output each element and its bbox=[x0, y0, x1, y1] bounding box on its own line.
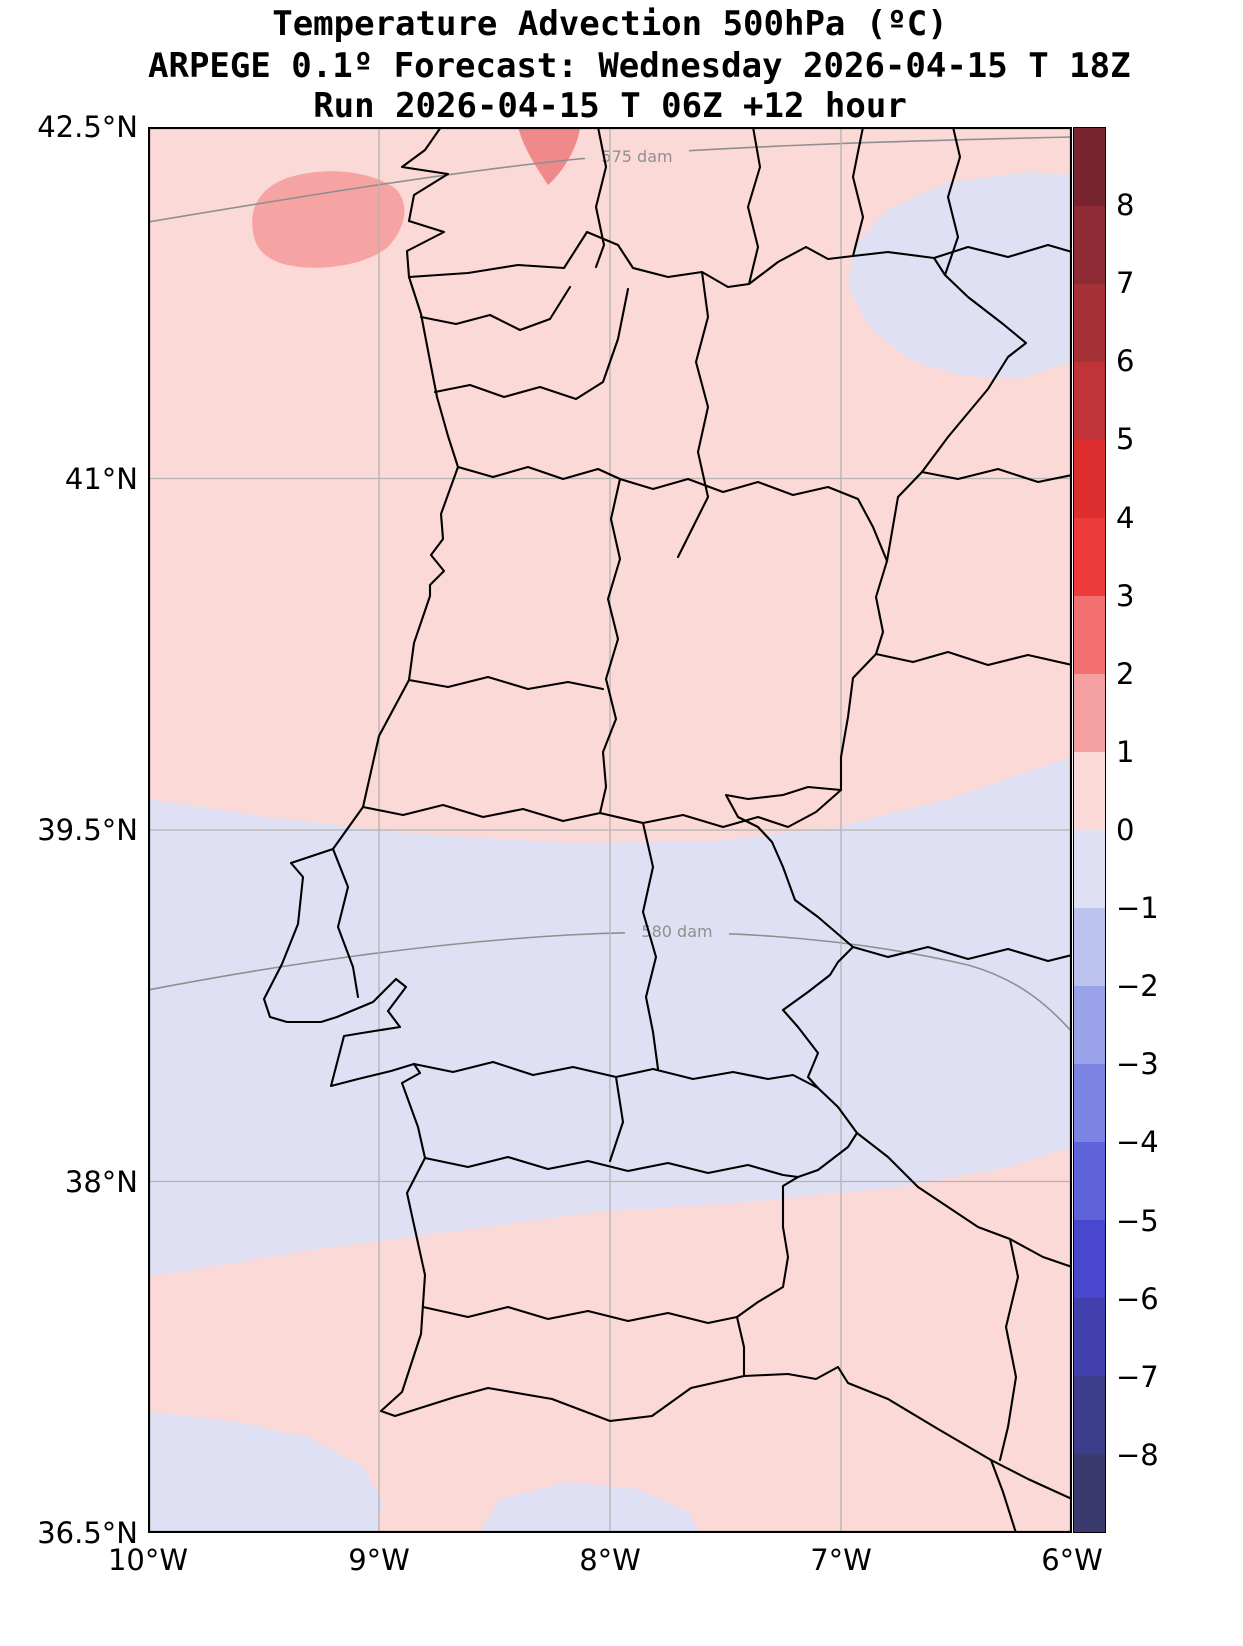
colorbar-tick-label: 0 bbox=[1116, 813, 1135, 847]
advection-region-neg1-0-bottomleft bbox=[148, 1412, 383, 1533]
contour-label-575: 575 dam bbox=[601, 147, 672, 166]
advection-region-neg1-0-bottomcenter bbox=[478, 1482, 700, 1533]
colorbar-segment bbox=[1074, 1454, 1105, 1532]
colorbar-segment bbox=[1074, 752, 1105, 830]
lon-tick-label: 7°W bbox=[810, 1543, 872, 1577]
colorbar-tick-label: −4 bbox=[1116, 1125, 1159, 1160]
colorbar-tick-label: 3 bbox=[1116, 578, 1135, 613]
map-canvas: 575 dam 580 dam bbox=[148, 127, 1072, 1533]
contour-label-backing-580 bbox=[625, 919, 729, 943]
graticule bbox=[148, 127, 1072, 1533]
district-boundaries-portugal bbox=[331, 270, 889, 1325]
colorbar-tick-label: −7 bbox=[1116, 1359, 1159, 1394]
advection-region-1-2-blob bbox=[252, 171, 405, 268]
colorbar-segment bbox=[1074, 440, 1105, 518]
colorbar-tick-label: 2 bbox=[1116, 656, 1135, 691]
chart-subtitle-run: Run 2026-04-15 T 06Z +12 hour bbox=[313, 86, 907, 126]
lat-tick-label: 39.5°N bbox=[37, 813, 138, 847]
colorbar-tick-label: −3 bbox=[1116, 1047, 1159, 1082]
colorbar-tick-label: 6 bbox=[1116, 344, 1135, 379]
contour-575dam bbox=[148, 136, 1072, 223]
colorbar-tick-label: −1 bbox=[1116, 891, 1159, 926]
colorbar-tick-label: 4 bbox=[1116, 500, 1135, 535]
colorbar-segment bbox=[1074, 1064, 1105, 1142]
lon-tick-label: 10°W bbox=[107, 1543, 189, 1577]
lon-tick-label: 6°W bbox=[1041, 1543, 1103, 1577]
province-boundaries-spain bbox=[594, 127, 1072, 1462]
colorbar-segment bbox=[1074, 596, 1105, 674]
colorbar-tick-label: −5 bbox=[1116, 1203, 1159, 1238]
advection-region-2-3-blob bbox=[518, 127, 580, 185]
colorbar-segment bbox=[1074, 518, 1105, 596]
advection-region-neg1-0-topright bbox=[848, 172, 1072, 379]
colorbar-segment bbox=[1074, 1142, 1105, 1220]
coastline-portugal bbox=[262, 127, 746, 1423]
colorbar-segment bbox=[1074, 986, 1105, 1064]
colorbar-tick-label: 5 bbox=[1116, 422, 1135, 457]
colorbar-tick-label: 1 bbox=[1116, 734, 1135, 769]
chart-title: Temperature Advection 500hPa (ºC) bbox=[272, 4, 948, 44]
contour-label-580: 580 dam bbox=[641, 922, 712, 941]
lat-tick-label: 42.5°N bbox=[37, 110, 138, 144]
lat-tick-label: 41°N bbox=[64, 461, 138, 496]
colorbar-segment bbox=[1074, 830, 1105, 908]
coastline-spain-south bbox=[742, 1365, 1072, 1533]
colorbar-tick-label: 8 bbox=[1116, 188, 1135, 223]
colorbar-segment bbox=[1074, 1298, 1105, 1376]
colorbar-segment bbox=[1074, 1220, 1105, 1298]
map-frame bbox=[148, 127, 1072, 1533]
colorbar bbox=[1073, 127, 1106, 1533]
colorbar-segment bbox=[1074, 362, 1105, 440]
colorbar-tick-label: −6 bbox=[1116, 1281, 1159, 1316]
colorbar-segment bbox=[1074, 128, 1105, 206]
colorbar-tick-label: −2 bbox=[1116, 969, 1159, 1004]
colorbar-tick-label: −8 bbox=[1116, 1437, 1159, 1472]
colorbar-segment bbox=[1074, 908, 1105, 986]
lon-tick-label: 9°W bbox=[348, 1543, 410, 1577]
colorbar-segment bbox=[1074, 284, 1105, 362]
colorbar-segment bbox=[1074, 206, 1105, 284]
colorbar-segment bbox=[1074, 674, 1105, 752]
colorbar-tick-label: 7 bbox=[1116, 266, 1135, 301]
border-portugal-spain bbox=[407, 230, 1028, 1378]
lat-tick-label: 38°N bbox=[64, 1164, 138, 1199]
lon-tick-label: 8°W bbox=[579, 1543, 641, 1577]
chart-subtitle-forecast: ARPEGE 0.1º Forecast: Wednesday 2026-04-… bbox=[148, 46, 1131, 86]
lat-tick-label: 36.5°N bbox=[37, 1516, 138, 1550]
colorbar-segment bbox=[1074, 1376, 1105, 1454]
